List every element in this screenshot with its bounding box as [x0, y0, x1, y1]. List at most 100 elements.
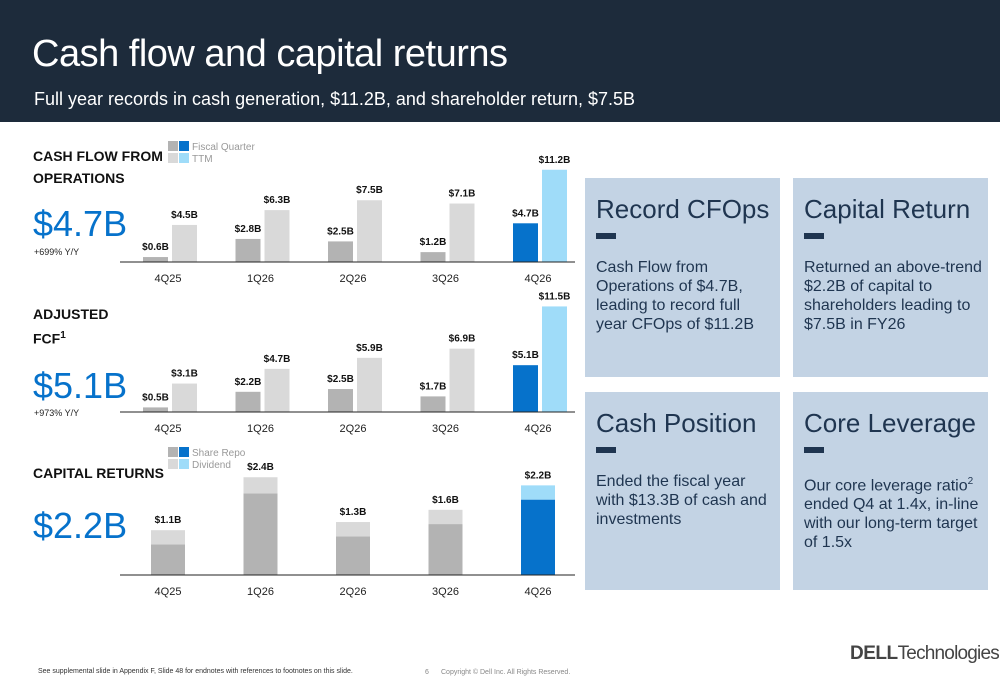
bar-segment — [428, 509, 463, 525]
x-tick-label: 2Q26 — [340, 586, 367, 598]
x-tick-label: 3Q26 — [432, 273, 459, 285]
logo-brand: DELL — [850, 643, 898, 664]
footnote: See supplemental slide in Appendix F, Sl… — [38, 668, 353, 675]
card: Core Leverage Our core leverage ratio2 en… — [793, 392, 988, 590]
bar — [542, 306, 567, 412]
value-label: $6.9B — [449, 334, 476, 345]
card-title: Capital Return — [804, 194, 971, 224]
bar — [420, 252, 446, 262]
bar — [143, 407, 168, 412]
bar — [143, 257, 168, 262]
x-tick-label: 3Q26 — [432, 586, 459, 598]
legend-swatch — [179, 459, 189, 469]
card: Record CFOps Cash Flow from Operations of… — [585, 178, 780, 377]
bar — [328, 389, 353, 412]
bar — [172, 383, 197, 412]
x-tick-label: 4Q25 — [155, 586, 182, 598]
bar-segment — [243, 493, 278, 575]
legend-swatch — [168, 459, 178, 469]
bar — [235, 391, 261, 412]
value-label: $4.7B — [264, 354, 291, 365]
bar-segment — [428, 524, 463, 575]
value-label: $5.9B — [356, 343, 383, 354]
card-body: Our core leverage ratio2 ended Q4 at 1.4… — [804, 472, 982, 552]
value-label: $11.2B — [539, 155, 571, 166]
card-title: Cash Position — [596, 408, 757, 438]
headline: $5.1B — [33, 365, 128, 406]
value-label: $2.4B — [247, 462, 274, 473]
legend-label: Fiscal Quarter — [192, 142, 255, 153]
value-label: $1.7B — [420, 381, 447, 392]
x-tick-label: 2Q26 — [340, 423, 367, 435]
legend-swatch — [179, 447, 189, 457]
card-body: Returned an above-trend $2.2B of capital… — [804, 259, 982, 333]
card-dash — [804, 233, 824, 239]
card: Capital Return Returned an above-trend $2… — [793, 178, 988, 377]
legend-swatch — [168, 141, 178, 151]
x-tick-label: 4Q26 — [525, 273, 552, 285]
legend-label: Dividend — [192, 460, 231, 471]
value-label: $0.5B — [142, 392, 169, 403]
card-dash — [596, 447, 616, 453]
bar — [172, 224, 197, 262]
bar — [513, 223, 538, 262]
value-label: $1.6B — [432, 495, 459, 506]
chart-title: CAPITAL RETURNS — [33, 465, 164, 481]
legend-swatch — [179, 153, 189, 163]
page-number: 6 — [425, 669, 429, 676]
copyright: Copyright © Dell Inc. All Rights Reserve… — [441, 669, 571, 676]
card-body: Cash Flow from Operations of $4.7B, lead… — [596, 259, 754, 333]
bar-segment — [521, 485, 555, 500]
value-label: $1.3B — [340, 507, 367, 518]
header-band — [0, 0, 1000, 122]
bar — [542, 169, 567, 262]
card-dash — [596, 233, 616, 239]
bar — [420, 396, 446, 412]
logo-suffix: Technologies — [897, 643, 1000, 664]
x-tick-label: 1Q26 — [247, 273, 274, 285]
x-tick-label: 4Q26 — [525, 423, 552, 435]
card-title: Core Leverage — [804, 408, 976, 438]
bar-segment — [336, 522, 370, 537]
card-dash — [804, 447, 824, 453]
footnote-ref: 2 — [967, 476, 974, 487]
legend-label: TTM — [192, 154, 213, 165]
bar — [357, 200, 382, 262]
headline: $4.7B — [33, 203, 128, 244]
x-tick-label: 3Q26 — [432, 423, 459, 435]
value-label: $4.5B — [171, 210, 198, 221]
bar — [449, 203, 475, 262]
value-label: $1.2B — [420, 237, 447, 248]
bar — [264, 210, 290, 262]
card-body-text: ended Q4 at 1.4x, in-line with our long-… — [804, 496, 979, 552]
legend-swatch — [168, 153, 178, 163]
bar — [357, 357, 382, 412]
card-title: Record CFOps — [596, 194, 770, 224]
card-body-text: Our core leverage ratio — [804, 477, 968, 495]
x-tick-label: 1Q26 — [247, 423, 274, 435]
slide-subtitle: Full year records in cash generation, $1… — [34, 89, 636, 109]
value-label: $0.6B — [142, 242, 169, 253]
bar-segment — [151, 544, 185, 575]
value-label: $4.7B — [512, 208, 539, 219]
x-tick-label: 4Q26 — [525, 586, 552, 598]
charts: $0.6B $2.8B $2.5B $1.2B $4.7B $4.5B $6.3B $7.5B… — [120, 141, 575, 598]
x-tick-label: 1Q26 — [247, 586, 274, 598]
bar-segment — [243, 477, 278, 494]
chart-title: ADJUSTED FCF1 — [33, 303, 133, 350]
value-label: $7.5B — [356, 185, 383, 196]
headline: $2.2B — [33, 505, 128, 546]
card-body: Ended the fiscal year with $13.3B of cas… — [596, 473, 767, 528]
value-label: $3.1B — [171, 369, 198, 380]
bar-segment — [521, 499, 555, 575]
value-label: $2.2B — [235, 377, 262, 388]
x-tick-label: 2Q26 — [340, 273, 367, 285]
value-label: $5.1B — [512, 350, 539, 361]
headline-note: +699% Y/Y — [34, 247, 80, 257]
x-tick-label: 4Q25 — [155, 273, 182, 285]
x-tick-label: 4Q25 — [155, 423, 182, 435]
value-label: $2.5B — [327, 374, 354, 385]
bar-segment — [151, 530, 185, 545]
slide-title: Cash flow and capital returns — [32, 33, 508, 75]
